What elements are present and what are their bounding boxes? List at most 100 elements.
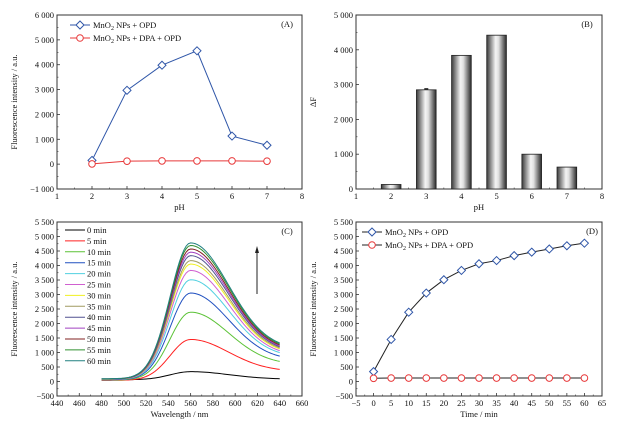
spectrum-line xyxy=(101,338,280,381)
x-tick-label: 20 xyxy=(440,398,449,408)
data-point xyxy=(544,244,554,254)
legend-marker xyxy=(367,227,377,237)
data-point xyxy=(457,374,466,382)
legend-label: 50 min xyxy=(87,334,112,344)
y-tick-label: 1 500 xyxy=(334,333,353,343)
legend-label: 25 min xyxy=(87,280,112,290)
x-tick-label: 8 xyxy=(300,191,304,201)
data-point xyxy=(527,247,537,257)
legend-marker xyxy=(76,34,84,42)
y-tick-label: 1 000 xyxy=(35,348,54,358)
x-axis-title: Wavelength / nm xyxy=(151,409,209,419)
y-tick-label: 2 000 xyxy=(334,319,353,329)
data-point xyxy=(228,157,236,165)
x-tick-label: 560 xyxy=(184,398,197,408)
x-tick-label: 500 xyxy=(117,398,130,408)
y-tick-label: 5 000 xyxy=(35,35,54,45)
spectrum-line xyxy=(101,248,280,380)
series-mno2-dpa-opd xyxy=(369,374,589,383)
y-tick-label: 1 000 xyxy=(334,149,353,159)
x-tick-label: 30 xyxy=(475,398,484,408)
x-tick-label: 6 xyxy=(530,191,534,201)
y-tick-label: 3 000 xyxy=(35,85,54,95)
y-tick-label: 500 xyxy=(41,362,54,372)
x-tick-label: 55 xyxy=(563,398,572,408)
plot-frame xyxy=(355,14,603,190)
y-tick-label: 0 xyxy=(349,184,353,194)
y-tick-label: −1 000 xyxy=(30,184,54,194)
y-tick-label: 3 000 xyxy=(35,290,54,300)
legend-label: 45 min xyxy=(87,323,112,333)
y-tick-label: 2 500 xyxy=(35,304,54,314)
data-point xyxy=(422,374,431,382)
x-tick-label: 440 xyxy=(51,398,64,408)
spectrum-line xyxy=(101,311,280,381)
data-point xyxy=(456,265,467,276)
y-tick-label: 3 500 xyxy=(334,275,353,285)
data-point xyxy=(404,374,413,382)
y-tick-label: 1 000 xyxy=(35,134,54,144)
data-point xyxy=(563,374,571,382)
y-tick-label: 2 000 xyxy=(35,109,54,119)
data-point xyxy=(404,307,414,317)
y-tick-label: −500 xyxy=(36,391,54,401)
x-tick-label: 10 xyxy=(404,398,413,408)
legend-label: 20 min xyxy=(87,269,112,279)
y-tick-label: 4 500 xyxy=(35,246,54,256)
series-line xyxy=(91,160,268,165)
legend-label: 5 min xyxy=(87,236,107,246)
x-tick-label: 0 xyxy=(371,398,375,408)
series-mno2-opd xyxy=(87,46,272,166)
series-mno2-dpa-opd xyxy=(88,157,271,168)
data-point xyxy=(580,374,589,382)
y-tick-label: 6 000 xyxy=(35,10,54,20)
x-tick-label: 3 xyxy=(125,191,129,201)
x-axis-title: pH xyxy=(474,202,484,212)
x-tick-label: 600 xyxy=(229,398,242,408)
legend-label: 55 min xyxy=(87,345,112,355)
data-point xyxy=(157,60,167,70)
legend-label: 15 min xyxy=(87,258,112,268)
y-axis-title: Fluorescence intensity / a.u. xyxy=(9,261,19,356)
y-tick-label: 4 000 xyxy=(35,261,54,271)
legend-label: MnO2 NPs + OPD xyxy=(385,227,448,239)
x-tick-label: 2 xyxy=(389,191,393,201)
bar xyxy=(380,184,402,190)
legend-marker xyxy=(368,241,376,249)
bar xyxy=(451,54,472,190)
y-tick-label: 1 000 xyxy=(334,348,353,358)
bar xyxy=(416,89,437,190)
panel-a: 1 2 3 4 5 6 7 8 −1 000 0 1 000 2 000 3 000 4 000 5 000… xyxy=(9,10,304,212)
spectrum-line xyxy=(101,292,280,381)
data-point xyxy=(158,157,166,165)
x-tick-label: 5 xyxy=(195,191,199,201)
data-point xyxy=(386,334,396,345)
spectrum-line xyxy=(101,251,280,380)
x-axis-title: Time / min xyxy=(460,409,498,419)
legend-label: 40 min xyxy=(87,312,112,322)
series-mno2-opd xyxy=(368,238,590,377)
y-tick-label: 5 500 xyxy=(334,217,353,227)
x-tick-label: −5 xyxy=(351,398,360,408)
y-tick-label: 3 500 xyxy=(35,275,54,285)
y-axis-title: Fluorescence intensity / a.u. xyxy=(308,261,318,356)
data-point xyxy=(492,374,501,382)
legend-label: 0 min xyxy=(87,225,107,235)
y-tick-label: 0 xyxy=(50,159,54,169)
x-tick-label: 580 xyxy=(207,398,220,408)
x-tick-label: 50 xyxy=(545,398,554,408)
panel-label: (C) xyxy=(281,226,293,236)
y-tick-label: 5 500 xyxy=(35,217,54,227)
y-tick-label: −500 xyxy=(335,391,353,401)
bar xyxy=(486,34,507,190)
x-tick-label: 35 xyxy=(492,398,501,408)
panel-label: (D) xyxy=(586,226,598,236)
x-tick-label: 40 xyxy=(510,398,519,408)
data-point xyxy=(387,374,395,382)
x-tick-label: 460 xyxy=(73,398,86,408)
y-tick-label: 500 xyxy=(340,362,353,372)
y-tick-label: 4 500 xyxy=(334,246,353,256)
legend-marker xyxy=(75,20,85,30)
x-tick-label: 7 xyxy=(565,191,569,201)
